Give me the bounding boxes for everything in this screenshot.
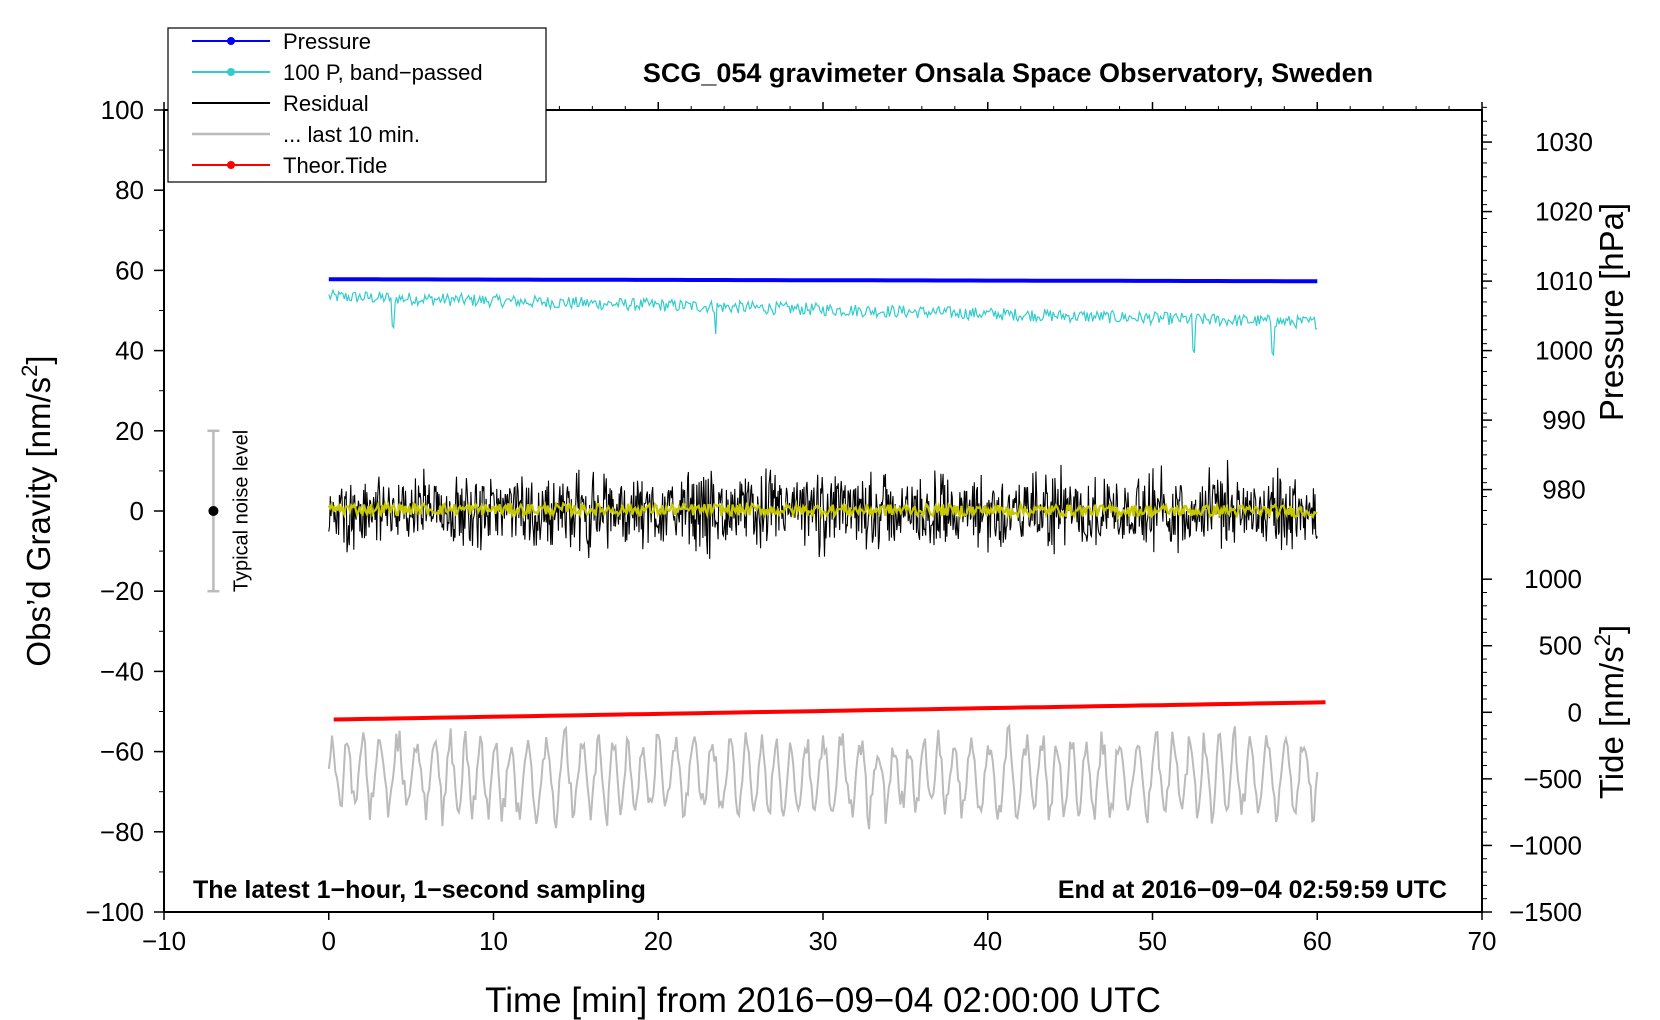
legend-label: ... last 10 min.: [283, 122, 420, 147]
x-tick-label: 10: [479, 926, 508, 956]
legend-label: Pressure: [283, 29, 371, 54]
y-axis-label-tide-sup: 2: [1590, 634, 1615, 646]
x-tick-label: 60: [1303, 926, 1332, 956]
pressure-tick-label: 1010: [1535, 266, 1593, 296]
noise-label: Typical noise level: [230, 430, 252, 592]
y-axis-label-gravity-sup: 2: [17, 365, 42, 377]
legend-marker: [227, 37, 235, 45]
series-line: [328, 288, 1318, 357]
y-tick-label: 20: [115, 416, 144, 446]
y-axis-gravity: −100 −80 −60 −40 −20 0 20 40 60 80 100: [85, 95, 164, 927]
series-line: [327, 499, 1318, 521]
annotation-latest-hour: The latest 1−hour, 1−second sampling: [193, 876, 646, 904]
y-tick-label: 100: [101, 95, 144, 125]
series-line: [328, 459, 1318, 559]
noise-center-dot: [208, 506, 219, 516]
series-line: [327, 723, 1319, 830]
pressure-tick-label: 1030: [1535, 127, 1593, 157]
legend-label: 100 P, band−passed: [283, 60, 483, 85]
legend-marker: [227, 161, 235, 169]
annotation-end-time: End at 2016−09−04 02:59:59 UTC: [1058, 876, 1447, 904]
x-tick-label: −10: [142, 926, 186, 956]
chart-title: SCG_054 gravimeter Onsala Space Observat…: [643, 58, 1373, 88]
x-tick-label: 40: [973, 926, 1002, 956]
y-tick-label: 60: [115, 255, 144, 285]
y-axis-label-pressure: Pressure [hPa]: [1593, 203, 1630, 421]
y-tick-label: 80: [115, 175, 144, 205]
noise-indicator: Typical noise level: [207, 429, 252, 593]
pressure-tick-label: 990: [1542, 405, 1585, 435]
x-tick-label: 30: [809, 926, 838, 956]
y-tick-label: 0: [130, 496, 144, 526]
x-axis-label: Time [min] from 2016−09−04 02:00:00 UTC: [485, 981, 1161, 1020]
series-line: [333, 700, 1326, 722]
y-axis-label-tide: Tide [nm/s2]: [1590, 625, 1630, 799]
y-axis-label-tide-end: ]: [1593, 625, 1630, 634]
pressure-tick-label: 1020: [1535, 197, 1593, 227]
y-axis-tide: −1500 −1000 −500 0 500 1000: [1482, 564, 1582, 927]
y-tick-label: −80: [100, 817, 144, 847]
tide-tick-label: 500: [1539, 631, 1582, 661]
y-axis-label-gravity-main: Obs’d Gravity [nm/s: [20, 377, 57, 667]
legend-label: Residual: [283, 91, 369, 116]
legend-label: Theor.Tide: [283, 153, 387, 178]
y-tick-label: −40: [100, 656, 144, 686]
legend-marker: [227, 68, 235, 76]
x-tick-label: 70: [1468, 926, 1497, 956]
y-axis-label-gravity-end: ]: [20, 355, 57, 364]
y-tick-label: −60: [100, 737, 144, 767]
tide-tick-label: 1000: [1524, 564, 1582, 594]
x-tick-label: 0: [322, 926, 336, 956]
tide-tick-label: −500: [1523, 764, 1582, 794]
tide-tick-label: −1500: [1509, 897, 1582, 927]
series-line: [328, 277, 1318, 284]
tide-tick-label: 0: [1568, 697, 1582, 727]
x-tick-label: 50: [1138, 926, 1167, 956]
pressure-tick-label: 980: [1542, 475, 1585, 505]
tide-tick-label: −1000: [1509, 830, 1582, 860]
legend: Pressure 100 P, band−passed Residual ... la…: [167, 27, 547, 183]
series-layer: [327, 277, 1326, 830]
y-tick-label: −20: [100, 576, 144, 606]
pressure-tick-label: 1000: [1535, 336, 1593, 366]
y-tick-label: −100: [85, 897, 144, 927]
y-tick-label: 40: [115, 336, 144, 366]
x-tick-label: 20: [644, 926, 673, 956]
y-axis-label-gravity: Obs’d Gravity [nm/s2]: [17, 355, 57, 666]
legend-box: [167, 27, 547, 183]
y-axis-label-tide-main: Tide [nm/s: [1593, 646, 1630, 799]
x-axis: −10 0 10 20 30 40 50 60 70: [142, 102, 1497, 956]
y-axis-pressure: 980 990 1000 1010 1020 1030: [1482, 106, 1593, 525]
